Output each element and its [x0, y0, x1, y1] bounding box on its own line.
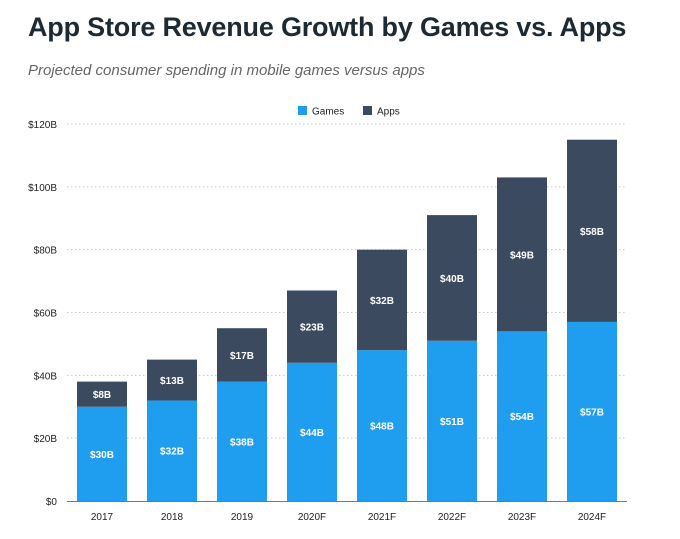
- y-tick-label: $0: [46, 497, 58, 508]
- data-label: $8B: [93, 390, 111, 401]
- data-label: $49B: [510, 250, 534, 261]
- data-label: $30B: [90, 450, 114, 461]
- data-label: $54B: [510, 412, 534, 423]
- y-tick-label: $60B: [34, 309, 58, 320]
- y-tick-label: $100B: [28, 183, 57, 194]
- data-label: $44B: [300, 428, 324, 439]
- bar-games: [287, 362, 337, 501]
- data-label: $58B: [580, 227, 604, 238]
- bar-games: [567, 321, 617, 501]
- bar-games: [217, 381, 267, 501]
- y-tick-label: $40B: [34, 371, 58, 382]
- bar-games: [497, 331, 547, 501]
- bar-apps: [217, 328, 267, 382]
- x-tick-label: 2024F: [578, 512, 606, 523]
- bar-apps: [77, 381, 127, 407]
- bar-games: [147, 400, 197, 501]
- data-label: $51B: [440, 417, 464, 428]
- data-label: $17B: [230, 351, 254, 362]
- x-tick-label: 2022F: [438, 512, 466, 523]
- bar-games: [357, 350, 407, 501]
- chart-subtitle: Projected consumer spending in mobile ga…: [28, 62, 425, 79]
- bar-apps: [287, 290, 337, 363]
- legend-label: Apps: [377, 107, 400, 118]
- data-label: $38B: [230, 437, 254, 448]
- legend-swatch-games: [298, 106, 307, 115]
- bar-games: [427, 340, 477, 501]
- legend-swatch-apps: [363, 106, 372, 115]
- bar-apps: [497, 177, 547, 332]
- data-label: $13B: [160, 376, 184, 387]
- y-tick-label: $120B: [28, 120, 57, 131]
- data-label: $32B: [160, 447, 184, 458]
- data-label: $23B: [300, 323, 324, 334]
- bar-apps: [567, 139, 617, 322]
- bar-apps: [357, 249, 407, 351]
- data-label: $48B: [370, 422, 394, 433]
- y-tick-label: $20B: [34, 434, 58, 445]
- x-tick-label: 2019: [231, 512, 254, 523]
- chart-title: App Store Revenue Growth by Games vs. Ap…: [28, 12, 627, 42]
- x-tick-label: 2023F: [508, 512, 536, 523]
- x-tick-label: 2020F: [298, 512, 326, 523]
- x-tick-label: 2017: [91, 512, 114, 523]
- bar-games: [77, 406, 127, 501]
- bar-apps: [427, 215, 477, 341]
- data-label: $40B: [440, 274, 464, 285]
- data-label: $57B: [580, 407, 604, 418]
- data-label: $32B: [370, 296, 394, 307]
- x-tick-label: 2018: [161, 512, 184, 523]
- x-tick-label: 2021F: [368, 512, 396, 523]
- bar-apps: [147, 359, 197, 401]
- legend-label: Games: [312, 107, 344, 118]
- y-tick-label: $80B: [34, 246, 58, 257]
